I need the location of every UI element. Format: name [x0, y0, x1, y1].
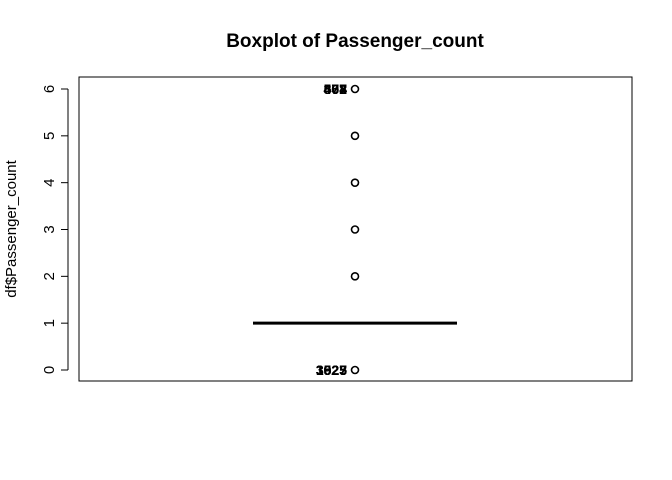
outlier-id-label: 3525: [316, 362, 347, 378]
y-tick-label: 4: [41, 178, 58, 186]
outlier-id-label: 508: [324, 81, 348, 97]
y-tick-label: 1: [41, 319, 58, 327]
outlier-id-label: 477: [324, 81, 348, 97]
y-tick-label: 5: [41, 132, 58, 140]
outlier-id-label: 463: [324, 81, 348, 97]
outlier-id-label: 303: [324, 81, 348, 97]
outlier-id-label: 1027: [316, 362, 347, 378]
outlier-point: [350, 365, 360, 375]
outlier-point: [350, 225, 360, 234]
outlier-id-label: 3023: [316, 362, 347, 378]
outlier-point: [350, 84, 360, 94]
y-tick-label: 3: [41, 225, 58, 233]
plot-frame: [78, 76, 633, 382]
outlier-id-label: 3925: [316, 362, 347, 378]
outlier-point: [350, 272, 360, 281]
y-axis-label: df$Passenger_count: [3, 159, 20, 297]
y-tick-label: 2: [41, 272, 58, 280]
outlier-id-label: 464: [324, 81, 348, 97]
y-tick-label: 0: [41, 366, 58, 374]
outlier-id-label: 507: [324, 81, 348, 97]
chart-title: Boxplot of Passenger_count: [226, 31, 484, 52]
outlier-id-label: 3623: [316, 362, 347, 378]
y-tick-label: 6: [41, 85, 58, 93]
outlier-points: [350, 84, 360, 375]
outlier-point: [350, 178, 360, 187]
outlier-point: [350, 131, 360, 141]
outlier-id-label: 802: [324, 81, 348, 97]
y-axis-ticks: 0 1 2 3 4 5 6: [41, 85, 68, 374]
